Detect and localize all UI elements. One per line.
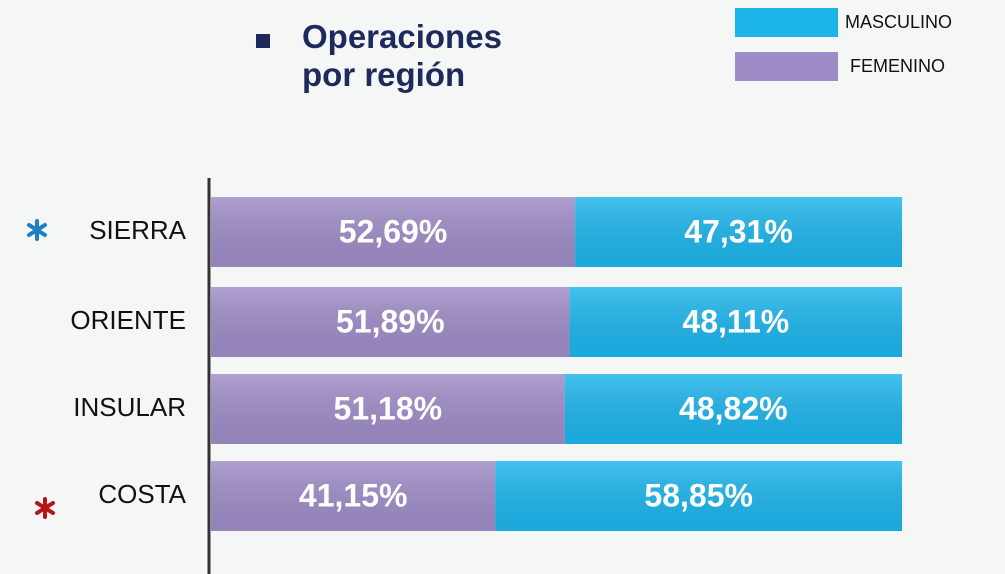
legend-swatch [735,8,838,37]
asterisk [35,497,55,519]
value-label: 52,69% [339,213,448,249]
title-bullet [256,34,270,48]
bar-shade [569,287,902,357]
asterisk [27,219,47,241]
bar-shade [211,461,496,531]
category-label: SIERRA [89,215,186,245]
value-label: 51,18% [334,390,443,426]
category-label: INSULAR [73,392,186,422]
bar-shade [211,374,565,444]
chart-title: Operaciones por región [302,18,502,93]
bar-shade [495,461,902,531]
value-label: 41,15% [299,477,408,513]
category-label: COSTA [98,479,186,509]
value-label: 47,31% [684,213,793,249]
bar-shade [211,197,576,267]
bar-shade [575,197,902,267]
legend-label: MASCULINO [845,12,952,32]
value-label: 58,85% [644,477,753,513]
bar-shade [211,287,570,357]
value-label: 51,89% [336,303,445,339]
legend-swatch [735,52,838,81]
value-label: 48,82% [679,390,788,426]
value-label: 48,11% [682,303,789,339]
bar-shade [564,374,902,444]
category-label: ORIENTE [70,305,186,335]
legend-label: FEMENINO [850,56,945,76]
